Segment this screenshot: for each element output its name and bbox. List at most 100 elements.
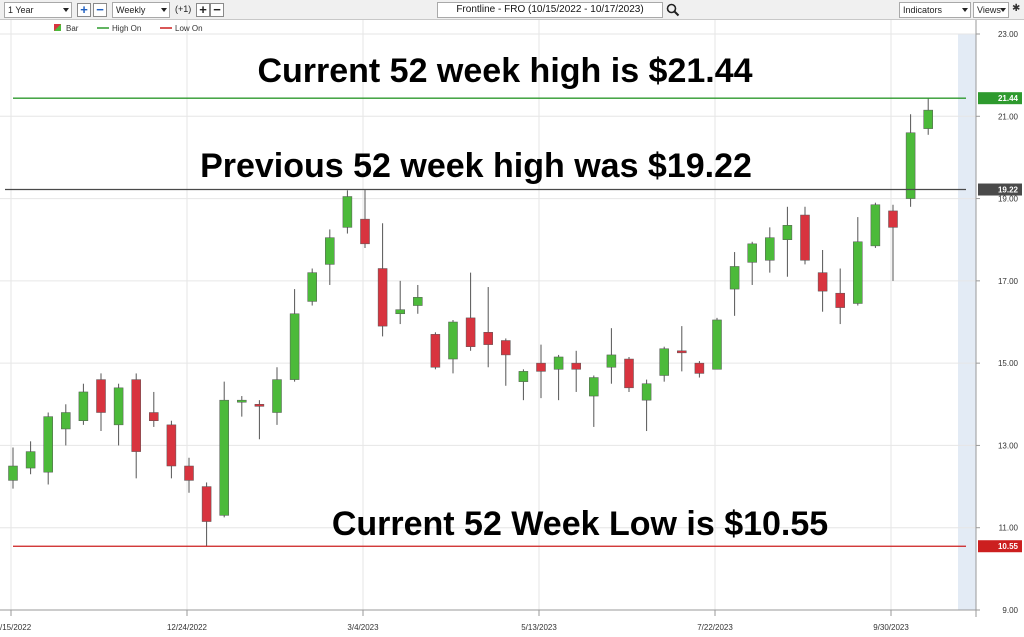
candle-body bbox=[8, 465, 18, 481]
candle-body bbox=[606, 354, 617, 368]
chart-toolbar: 1 Year + − Weekly (+1) + − Frontline - F… bbox=[0, 0, 1024, 20]
pin-icon[interactable]: ✱ bbox=[1012, 3, 1021, 14]
candle bbox=[606, 328, 617, 384]
candle bbox=[782, 206, 793, 277]
x-tick-label: 5/13/2023 bbox=[521, 623, 557, 632]
candle bbox=[712, 317, 722, 370]
candle bbox=[113, 383, 124, 446]
legend: Bar High On Low On bbox=[54, 24, 203, 33]
legend-item-high-on: High On bbox=[97, 24, 141, 33]
previous-high-badge-label: 19.22 bbox=[998, 186, 1019, 195]
candle bbox=[870, 202, 881, 248]
legend-label-bar: Bar bbox=[66, 24, 79, 33]
candle-body bbox=[624, 358, 634, 389]
indicators-select[interactable]: Indicators bbox=[899, 2, 971, 18]
previous-high-badge bbox=[978, 183, 1022, 196]
candle bbox=[149, 391, 159, 427]
candle bbox=[923, 98, 933, 135]
legend-label-low-on: Low On bbox=[175, 24, 203, 33]
candle-body bbox=[765, 237, 775, 261]
zoom-out-button[interactable]: − bbox=[93, 3, 107, 17]
offset-increase-button[interactable]: + bbox=[196, 3, 210, 17]
period-select-value: 1 Year bbox=[8, 5, 34, 15]
candle bbox=[96, 373, 106, 432]
price-axis: 23.00 21.00 19.00 17.00 15.00 13.00 11.00 9.00 bbox=[976, 30, 1019, 615]
candle-body bbox=[571, 362, 581, 370]
candle-body bbox=[43, 416, 53, 473]
candle-body bbox=[61, 412, 71, 430]
offset-label: (+1) bbox=[175, 4, 192, 14]
candle-body bbox=[272, 379, 282, 413]
candle bbox=[184, 457, 194, 493]
candle-body bbox=[307, 272, 317, 302]
candle-body bbox=[729, 266, 740, 290]
candle-body bbox=[870, 204, 881, 247]
candle-body bbox=[501, 340, 511, 356]
candle-body bbox=[377, 268, 388, 327]
x-tick-label: 7/22/2023 bbox=[697, 623, 733, 632]
candle bbox=[219, 381, 229, 518]
candle-body bbox=[465, 317, 476, 347]
candle bbox=[501, 338, 511, 386]
annotation-current-low: Current 52 Week Low is $10.55 bbox=[332, 505, 828, 543]
offset-decrease-button[interactable]: − bbox=[210, 3, 224, 17]
candle-body bbox=[835, 292, 845, 308]
y-tick-label: 13.00 bbox=[998, 441, 1019, 450]
candle bbox=[888, 204, 898, 281]
candle bbox=[307, 268, 317, 306]
price-chart[interactable]: Bar High On Low On 21.44 19.22 10.55 23.00… bbox=[0, 20, 1024, 637]
x-tick-label: 9/30/2023 bbox=[873, 623, 909, 632]
time-axis: /15/2022 12/24/2022 3/4/2023 5/13/2023 7/22/… bbox=[0, 610, 909, 632]
candle bbox=[659, 346, 669, 382]
candle-body bbox=[641, 383, 652, 401]
candle bbox=[413, 284, 423, 314]
candle-body bbox=[518, 371, 529, 382]
candle bbox=[817, 250, 828, 312]
chevron-down-icon bbox=[161, 8, 167, 12]
candle-body bbox=[553, 356, 564, 370]
candle bbox=[835, 268, 845, 325]
symbol-input[interactable]: Frontline - FRO (10/15/2022 - 10/17/2023… bbox=[437, 2, 663, 18]
candle bbox=[536, 344, 546, 399]
candle bbox=[377, 223, 388, 337]
candle-body bbox=[747, 243, 757, 263]
zoom-in-button[interactable]: + bbox=[77, 3, 91, 17]
candle-body bbox=[782, 225, 793, 240]
candle bbox=[677, 326, 687, 372]
candle bbox=[624, 356, 634, 392]
candle bbox=[853, 217, 863, 306]
interval-select[interactable]: Weekly bbox=[112, 2, 170, 18]
candle-body bbox=[78, 391, 89, 421]
candle-body bbox=[659, 348, 669, 376]
candle bbox=[430, 332, 441, 370]
candle bbox=[342, 190, 353, 234]
period-select[interactable]: 1 Year bbox=[4, 2, 72, 18]
candle-body bbox=[237, 399, 247, 403]
search-icon[interactable] bbox=[666, 3, 680, 17]
candle-body bbox=[448, 321, 458, 360]
candle bbox=[518, 369, 529, 401]
candle bbox=[694, 361, 705, 378]
candle bbox=[131, 373, 141, 479]
y-tick-label: 9.00 bbox=[1002, 606, 1018, 615]
projection-area bbox=[958, 34, 976, 610]
x-tick-label: /15/2022 bbox=[0, 623, 32, 632]
legend-item-low-on: Low On bbox=[160, 24, 203, 33]
candle-body bbox=[694, 362, 705, 374]
chevron-down-icon bbox=[962, 8, 968, 12]
legend-label-high-on: High On bbox=[112, 24, 141, 33]
y-tick-label: 23.00 bbox=[998, 30, 1019, 39]
candle bbox=[571, 350, 581, 392]
candle bbox=[78, 383, 89, 425]
y-tick-label: 21.00 bbox=[998, 112, 1019, 121]
views-select[interactable]: Views bbox=[973, 2, 1009, 18]
candle bbox=[237, 396, 247, 417]
current-high-badge-label: 21.44 bbox=[998, 94, 1019, 103]
candle-body bbox=[536, 362, 546, 372]
candle bbox=[729, 252, 740, 316]
candle bbox=[905, 114, 916, 207]
candle-body bbox=[360, 218, 370, 245]
candle-body bbox=[25, 451, 36, 469]
candle bbox=[8, 447, 18, 489]
candle-body bbox=[201, 486, 212, 522]
